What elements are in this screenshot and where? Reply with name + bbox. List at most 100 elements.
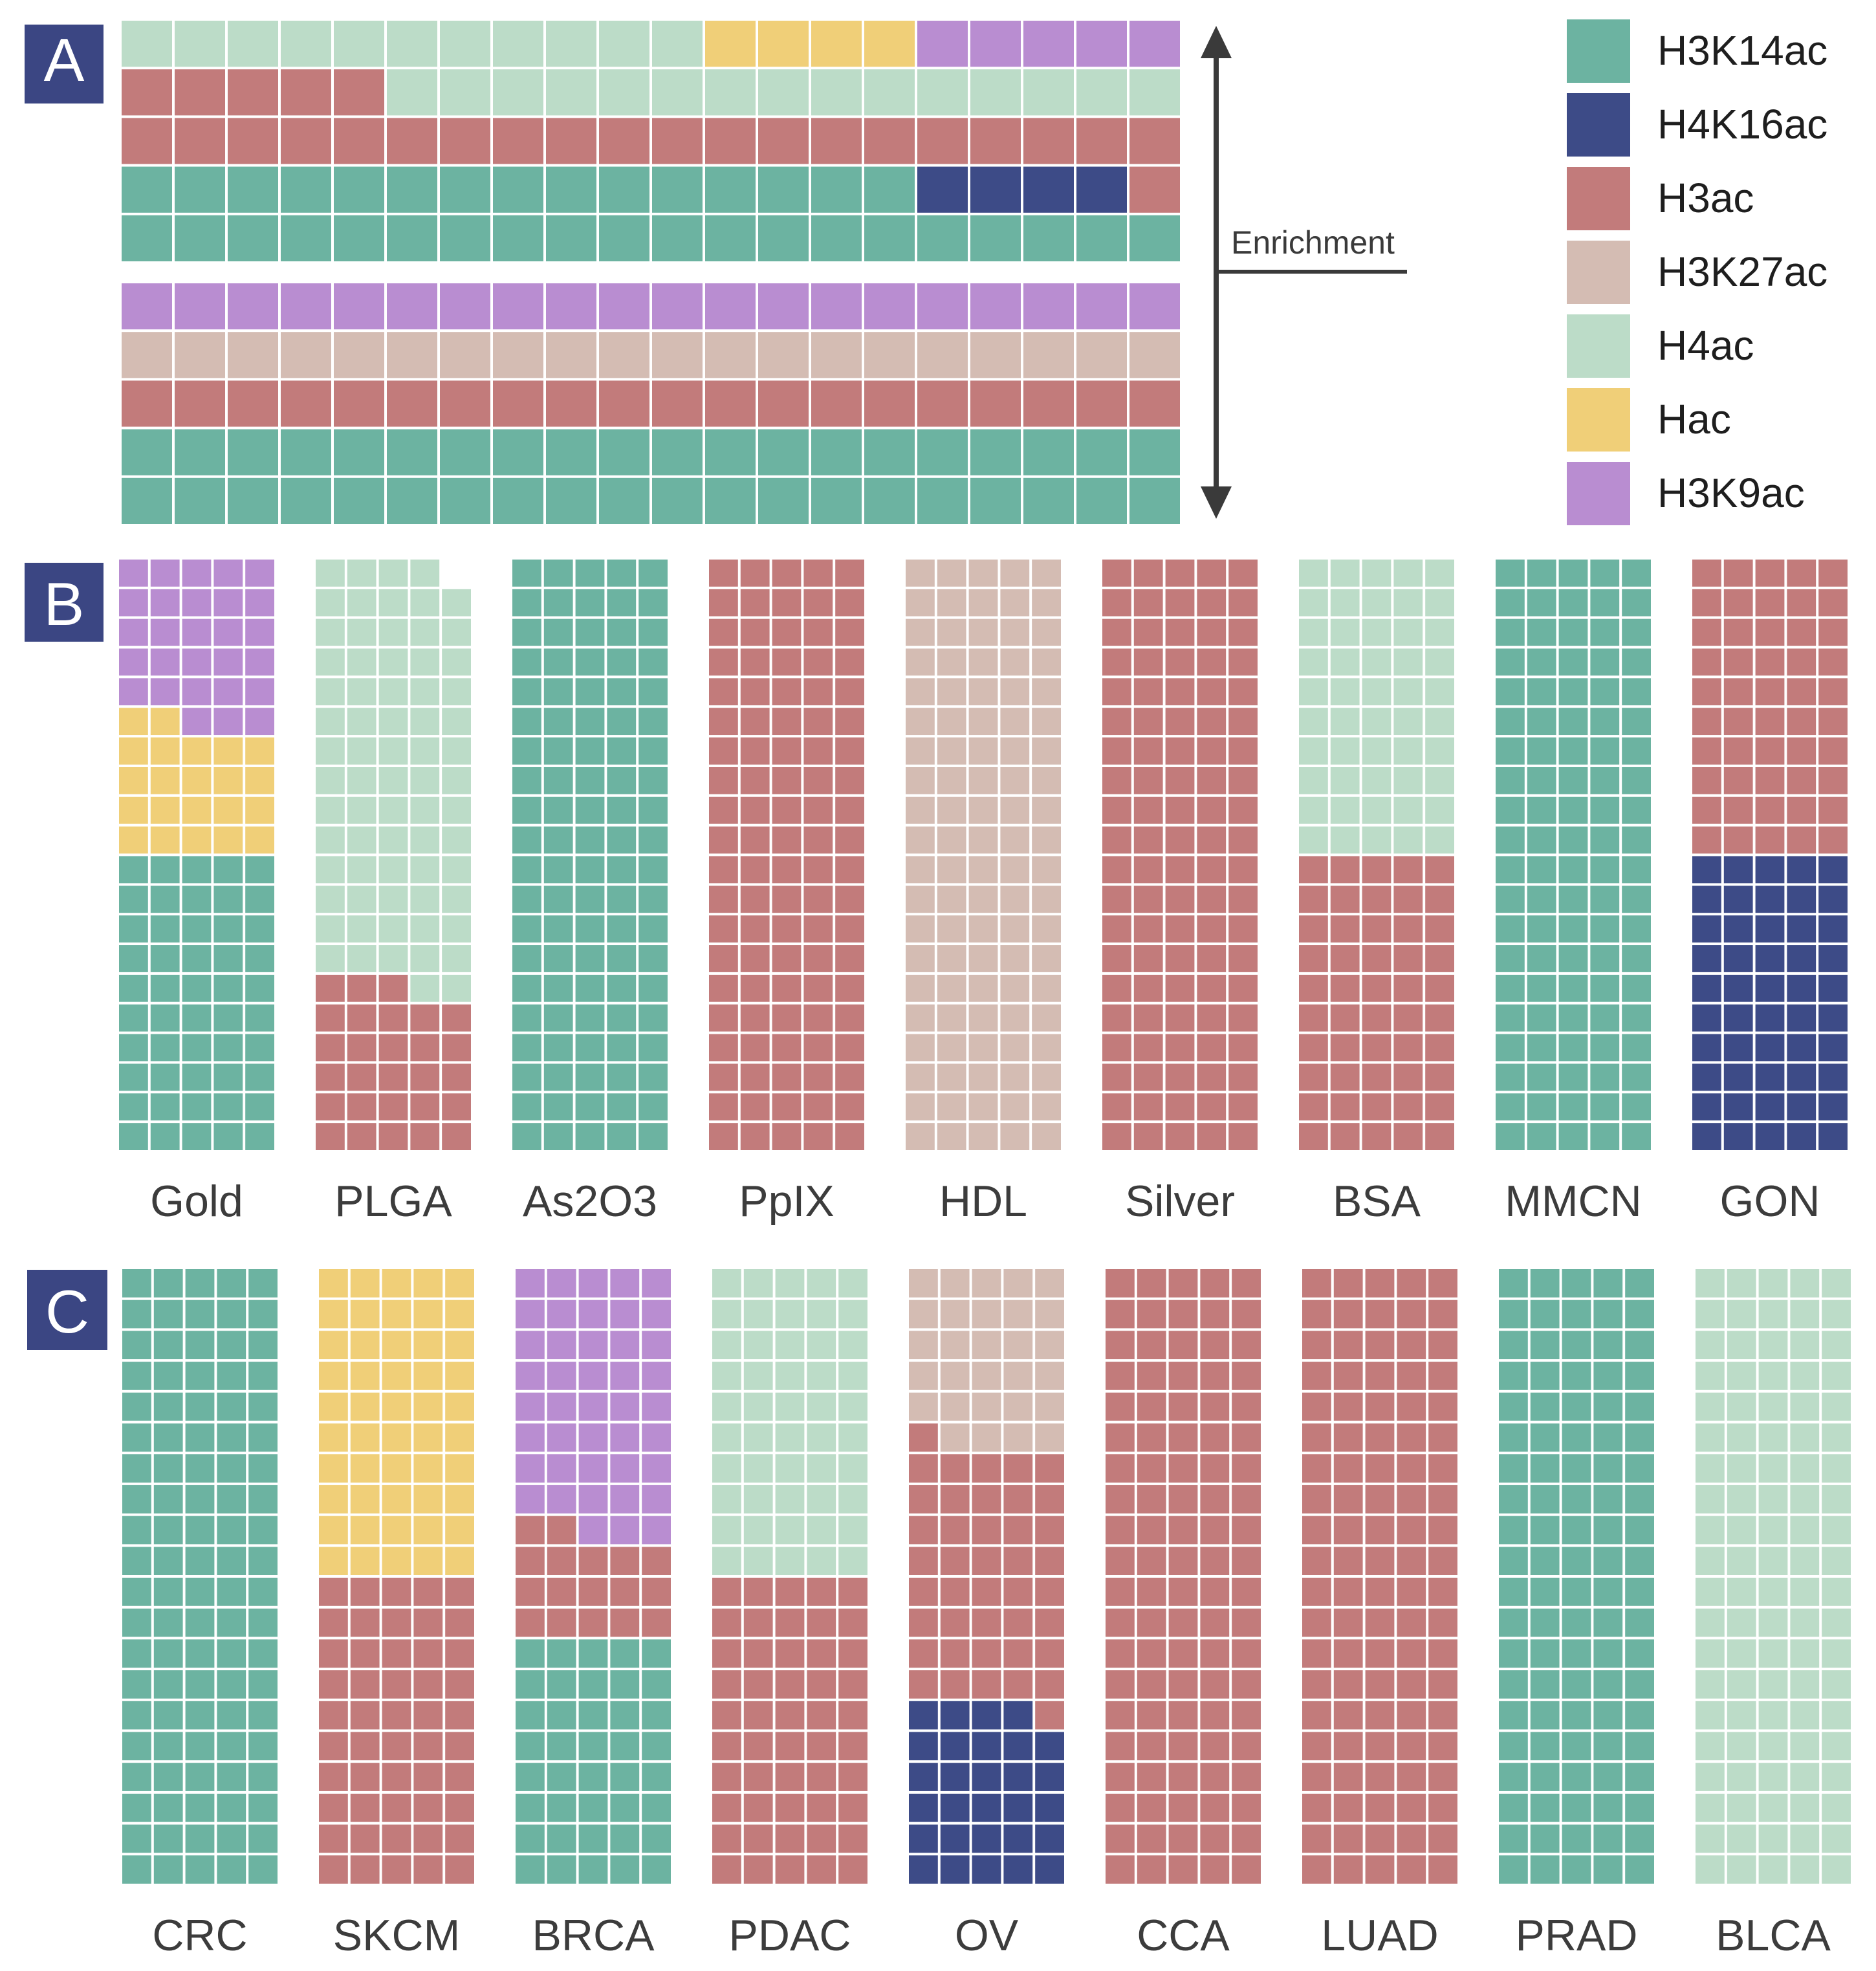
panel-b-gold-cell-h3k14ac — [150, 1034, 180, 1062]
panel-c-luad-cell-h3ac — [1333, 1392, 1363, 1421]
panel-b-hdl-cell-h3k27ac — [1000, 1063, 1030, 1091]
panel-b-gon-cell-h3ac — [1818, 767, 1848, 794]
panel-c-brca-cell-h3k9ac — [610, 1300, 640, 1329]
panel-b-hdl-cell-h3k27ac — [968, 1034, 998, 1062]
panel-b-plga-cell-h4ac — [410, 856, 440, 884]
panel-b-mmcn-cell-h3k14ac — [1496, 826, 1525, 854]
panel-b-silver-cell-h3ac — [1133, 589, 1163, 616]
panel-c-skcm-cell-h3ac — [350, 1639, 380, 1668]
panel-b-silver-cell-h3ac — [1228, 1034, 1258, 1062]
panel-c-pdac-cell-h4ac — [712, 1300, 741, 1329]
panel-b-silver-cell-h3ac — [1133, 915, 1163, 943]
panel-b-gold-cell-h3k14ac — [150, 886, 180, 913]
panel-c-luad-cell-h3ac — [1302, 1423, 1331, 1452]
panel-c-cca-cell-h3ac — [1168, 1763, 1198, 1791]
panel-c-luad-cell-h3ac — [1428, 1423, 1457, 1452]
panel-b-column-silver — [1102, 560, 1258, 1150]
panel-c-pdac-cell-h3ac — [838, 1855, 867, 1884]
panel-c-prad-cell-h3k14ac — [1530, 1608, 1560, 1637]
panel-a-row-1-cell-h3ac — [758, 118, 809, 164]
panel-c-skcm-cell-hac — [382, 1269, 411, 1298]
panel-c-blca-cell-h4ac — [1727, 1608, 1756, 1637]
panel-b-column-gold — [119, 560, 274, 1150]
panel-c-brca-cell-h3k9ac — [642, 1269, 671, 1298]
panel-b-plga-cell-h4ac — [378, 767, 408, 794]
panel-c-blca-cell-h4ac — [1758, 1639, 1788, 1668]
panel-c-ov-cell-h3ac — [1003, 1516, 1033, 1545]
panel-c-luad-cell-h3ac — [1428, 1608, 1457, 1637]
panel-c-crc-cell-h3k14ac — [122, 1485, 151, 1514]
panel-c-blca-cell-h4ac — [1696, 1793, 1725, 1822]
panel-a-row-2-cell-h3k14ac — [228, 477, 278, 524]
panel-c-brca-cell-h3k9ac — [547, 1392, 576, 1421]
panel-b-gon-cell-h4k16ac — [1723, 1004, 1753, 1032]
panel-b-as2o3-cell-h3k14ac — [607, 1004, 637, 1032]
panel-c-prad-cell-h3k14ac — [1625, 1300, 1654, 1329]
panel-c-brca-cell-h3k14ac — [547, 1639, 576, 1668]
panel-c-prad-cell-h3k14ac — [1625, 1485, 1654, 1514]
panel-b-mmcn-cell-h3k14ac — [1622, 856, 1651, 884]
panel-b-as2o3-cell-h3k14ac — [607, 796, 637, 824]
panel-b-ppix-cell-h3ac — [803, 826, 833, 854]
panel-b-silver-cell-h3ac — [1197, 737, 1227, 765]
panel-b-mmcn-cell-h3k14ac — [1527, 767, 1556, 794]
panel-c-ov-cell-h3ac — [940, 1608, 970, 1637]
panel-c-skcm-cell-hac — [413, 1423, 443, 1452]
panel-a-row-2-cell-h3ac — [175, 380, 225, 427]
panel-b-plga-cell-h4ac — [378, 708, 408, 735]
panel-c-cca-cell-h3ac — [1232, 1670, 1261, 1699]
panel-b-ppix-cell-h3ac — [803, 678, 833, 706]
panel-b-silver-cell-h3ac — [1165, 886, 1195, 913]
panel-a-row-2-cell-h3k14ac — [917, 477, 968, 524]
panel-b-plga-cell-h4ac — [442, 708, 471, 735]
panel-a-row-1-cell-h3k14ac — [281, 215, 331, 261]
panel-b-gold-cell-h3k14ac — [245, 915, 274, 943]
panel-c-blca-cell-h4ac — [1758, 1392, 1788, 1421]
panel-c-pdac-cell-h4ac — [743, 1454, 773, 1483]
panel-c-skcm-cell-h3ac — [350, 1824, 380, 1853]
panel-c-skcm-cell-h3ac — [382, 1701, 411, 1730]
panel-b-gold-cell-h3k9ac — [213, 708, 243, 735]
panel-c-blca-cell-h4ac — [1822, 1300, 1851, 1329]
panel-b-mmcn-cell-h3k14ac — [1558, 767, 1588, 794]
panel-b-as2o3-cell-h3k14ac — [607, 945, 637, 972]
panel-c-ov-cell-h3k27ac — [940, 1423, 970, 1452]
panel-c-pdac-cell-h4ac — [807, 1331, 836, 1360]
panel-b-gold-cell-h3k14ac — [245, 1123, 274, 1150]
panel-c-crc-cell-h3k14ac — [122, 1423, 151, 1452]
panel-b-mmcn-cell-h3k14ac — [1590, 767, 1620, 794]
panel-c-blca-cell-h4ac — [1696, 1701, 1725, 1730]
panel-b-silver-cell-h3ac — [1102, 945, 1131, 972]
panel-b-gon-cell-h3ac — [1787, 737, 1816, 765]
panel-c-pdac-cell-h3ac — [807, 1639, 836, 1668]
panel-c-cca-cell-h3ac — [1232, 1362, 1261, 1390]
panel-c-crc-cell-h3k14ac — [122, 1269, 151, 1298]
panel-b-hdl-cell-h3k27ac — [906, 589, 935, 616]
panel-c-cca-cell-h3ac — [1232, 1423, 1261, 1452]
panel-c-blca-cell-h4ac — [1696, 1855, 1725, 1884]
panel-c-blca-cell-h4ac — [1822, 1547, 1851, 1575]
panel-b-gon-cell-h3ac — [1818, 618, 1848, 646]
panel-b-plga-cell-h4ac — [442, 589, 471, 616]
panel-b-mmcn-cell-h3k14ac — [1527, 737, 1556, 765]
panel-a-row-1-cell-h4ac — [546, 69, 596, 116]
panel-c-crc-cell-h3k14ac — [122, 1701, 151, 1730]
panel-c-crc-cell-h3k14ac — [217, 1578, 246, 1606]
panel-b-bsa-cell-h4ac — [1299, 648, 1328, 676]
panel-c-luad-cell-h3ac — [1302, 1300, 1331, 1329]
panel-b-as2o3-cell-h3k14ac — [543, 886, 573, 913]
panel-b-as2o3-cell-h3k14ac — [575, 915, 605, 943]
panel-b-column-hdl — [906, 560, 1061, 1150]
panel-c-blca-cell-h4ac — [1758, 1701, 1788, 1730]
panel-c-brca-cell-h3k9ac — [642, 1516, 671, 1545]
panel-b-ppix-cell-h3ac — [709, 974, 738, 1002]
panel-b-bsa-cell-h4ac — [1425, 589, 1454, 616]
panel-b-mmcn-cell-h3k14ac — [1558, 945, 1588, 972]
panel-b-plga-cell-h3ac — [410, 1034, 440, 1062]
panel-c-cca-cell-h3ac — [1232, 1793, 1261, 1822]
panel-b-plga-cell-h3ac — [347, 1123, 376, 1150]
panel-c-brca-cell-h3k14ac — [547, 1855, 576, 1884]
panel-c-brca-cell-h3k14ac — [610, 1732, 640, 1761]
panel-b-plga-cell-h4ac — [316, 767, 345, 794]
panel-b-gold-cell-h3k14ac — [150, 1063, 180, 1091]
